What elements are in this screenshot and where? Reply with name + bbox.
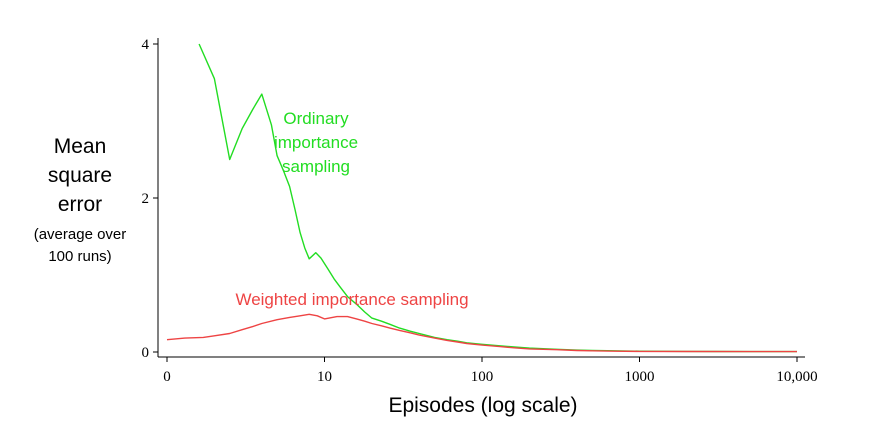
weighted-importance-sampling-line — [166, 313, 797, 353]
ordinary-importance-sampling-label: importance — [274, 133, 358, 152]
series-layer — [166, 43, 797, 353]
y-axis-title-line-2: square — [47, 164, 113, 187]
ordinary-importance-sampling-label: sampling — [282, 157, 350, 176]
axes: 0 2 4 0 10 100 1000 10,000 — [142, 37, 818, 385]
x-axis-title: Episodes (log scale) — [388, 394, 577, 417]
y-axis-subtitle-line-2: 100 runs) — [48, 248, 112, 265]
y-tick-label: 0 — [142, 345, 150, 361]
y-tick-label: 2 — [142, 191, 150, 207]
x-tick-label: 0 — [163, 369, 171, 385]
y-axis-title-line-1: Mean — [53, 135, 107, 158]
x-tick-label: 1000 — [625, 369, 655, 385]
x-tick-label: 100 — [471, 369, 494, 385]
weighted-importance-sampling-label: Weighted importance sampling — [235, 290, 468, 309]
x-tick-label: 10 — [317, 369, 332, 385]
ordinary-importance-sampling-label: Ordinary — [283, 109, 349, 128]
y-tick-label: 4 — [142, 37, 150, 53]
y-axis-title-line-3: error — [57, 193, 103, 216]
y-axis-subtitle-line-1: (average over — [33, 226, 127, 243]
x-tick-label: 10,000 — [776, 369, 817, 385]
annotations-layer: Ordinary importance sampling Weighted impor… — [235, 109, 468, 309]
